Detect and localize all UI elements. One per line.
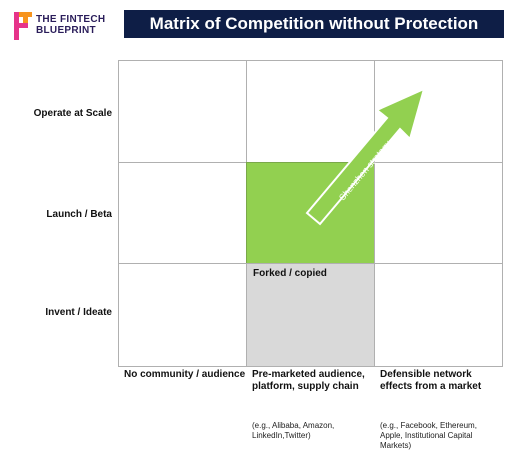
matrix-cell-r2-c3: [374, 162, 503, 264]
logo-line-2: BLUEPRINT: [36, 25, 96, 36]
column-label-network-effects: Defensible network effects from a market: [380, 369, 482, 392]
matrix-cell-r3-c3: [374, 263, 503, 367]
column-label-pre-marketed: Pre-marketed audience, platform, supply …: [252, 369, 365, 392]
matrix-cell-r3-c1: [118, 263, 247, 367]
forked-copied-label: Forked / copied: [253, 268, 327, 279]
column-example-network-effects: (e.g., Facebook, Ethereum, Apple, Instit…: [380, 421, 477, 450]
matrix-cell-r2-c1: [118, 162, 247, 264]
row-label-operate-at-scale: Operate at Scale: [33, 108, 112, 119]
row-label-launch-beta: Launch / Beta: [46, 209, 112, 220]
logo-wordmark: THE FINTECH BLUEPRINT: [36, 14, 105, 36]
matrix-cell-r1-c1: [118, 60, 247, 163]
fintech-blueprint-logo: THE FINTECH BLUEPRINT: [14, 10, 134, 42]
column-example-pre-marketed: (e.g., Alibaba, Amazon, LinkedIn,Twitter…: [252, 421, 335, 440]
row-label-invent-ideate: Invent / Ideate: [45, 307, 112, 318]
matrix-cell-r1-c3: [374, 60, 503, 163]
matrix-cell-r1-c2: [246, 60, 375, 163]
logo-line-1: THE FINTECH: [36, 14, 106, 25]
competition-matrix: Forked / copied: [118, 60, 503, 367]
page-title: Matrix of Competition without Protection: [124, 10, 504, 38]
matrix-cell-r3-c2-forked: Forked / copied: [246, 263, 375, 367]
column-label-no-community: No community / audience: [124, 369, 246, 380]
fintech-f-icon: [14, 12, 32, 40]
